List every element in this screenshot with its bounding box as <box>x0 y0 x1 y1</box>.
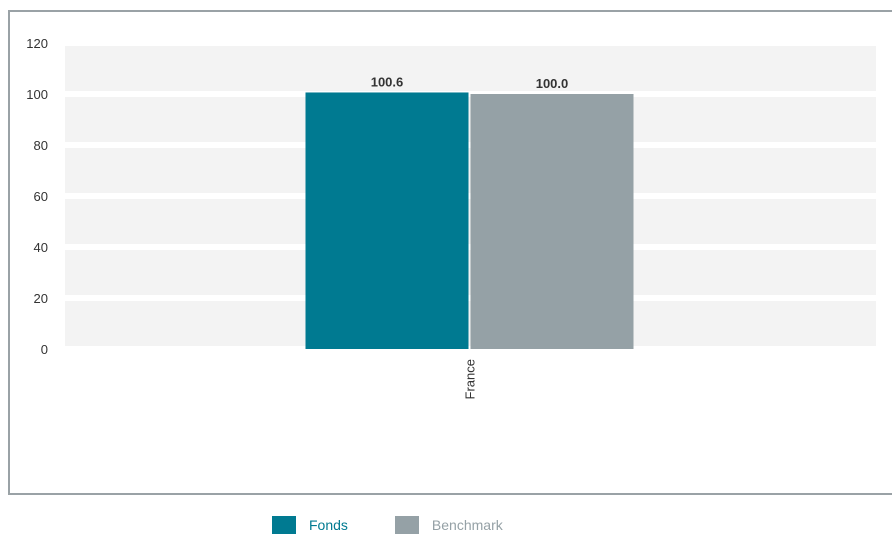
legend: Fonds Benchmark <box>272 514 550 536</box>
category-label-france: France <box>463 359 478 399</box>
value-labels: 100.6 100.0 <box>371 74 569 91</box>
y-tick-label: 100 <box>26 87 48 102</box>
y-axis-ticks: 0 20 40 60 80 100 120 <box>26 36 48 357</box>
y-tick-label: 120 <box>26 36 48 51</box>
y-tick-label: 40 <box>34 240 48 255</box>
bar-benchmark-france <box>470 94 634 349</box>
legend-label-fonds: Fonds <box>309 517 348 533</box>
y-tick-label: 80 <box>34 138 48 153</box>
value-label-fonds: 100.6 <box>371 74 404 89</box>
y-tick-label: 20 <box>34 291 48 306</box>
legend-label-benchmark: Benchmark <box>431 517 503 533</box>
bar-fonds-france <box>305 92 469 349</box>
bar-series <box>305 92 634 349</box>
y-tick-label: 0 <box>41 342 48 357</box>
value-label-benchmark: 100.0 <box>536 76 569 91</box>
legend-item-benchmark[interactable]: Benchmark <box>394 516 503 534</box>
legend-swatch-benchmark <box>394 516 419 534</box>
legend-swatch-fonds <box>272 516 296 534</box>
y-tick-label: 60 <box>34 189 48 204</box>
legend-item-fonds[interactable]: Fonds <box>272 516 348 534</box>
category-labels: France <box>463 359 478 399</box>
grid-band <box>65 46 876 91</box>
